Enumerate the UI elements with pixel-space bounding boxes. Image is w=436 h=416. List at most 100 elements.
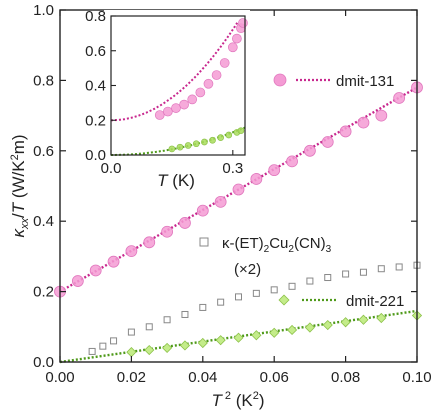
y-tick-label: 0.0 xyxy=(33,354,54,371)
data-point-dmit-131 xyxy=(196,204,209,217)
inset-fit-line-dmit-131 xyxy=(110,20,240,122)
data-point-dmit-221 xyxy=(162,342,173,354)
data-point-dmit-221 xyxy=(179,340,191,351)
data-point-kappa-et xyxy=(199,303,207,311)
data-point-dmit-131 xyxy=(339,125,352,138)
data-point-dmit-221 xyxy=(126,347,137,358)
data-point-dmit-131 xyxy=(214,195,227,208)
data-point-kappa-et xyxy=(88,347,96,355)
inset-data-point-dmit-131 xyxy=(154,110,165,120)
data-point-kappa-et xyxy=(324,274,332,282)
data-point-dmit-221 xyxy=(322,319,333,331)
data-point-kappa-et xyxy=(395,263,403,271)
inset-data-point-dmit-221 xyxy=(237,127,245,135)
data-point-dmit-221 xyxy=(304,322,315,333)
data-point-dmit-131 xyxy=(286,155,298,168)
data-point-kappa-et xyxy=(127,328,135,336)
y-tick-label: 0.6 xyxy=(33,143,54,160)
x-tick-label: 0.02 xyxy=(117,369,146,386)
data-point-dmit-221 xyxy=(144,344,155,356)
inset-data-point-dmit-221 xyxy=(217,134,224,141)
x-axis-label: T 2 (K2) xyxy=(211,390,264,410)
data-point-kappa-et xyxy=(252,289,260,297)
data-point-kappa-et xyxy=(377,265,385,273)
x-tick-label: 0.06 xyxy=(260,369,289,386)
inset-data-point-dmit-221 xyxy=(168,145,176,153)
legend-label-dmit-131: dmit-131 xyxy=(336,73,394,90)
inset-data-point-dmit-131 xyxy=(187,94,198,105)
data-point-dmit-221 xyxy=(340,317,351,328)
inset-data-point-dmit-131 xyxy=(227,42,238,53)
inset-data-point-dmit-131 xyxy=(179,99,189,110)
inset-data-point-dmit-131 xyxy=(238,18,248,28)
data-point-kappa-et xyxy=(181,310,189,318)
data-point-dmit-221 xyxy=(251,330,262,341)
legend-dmit-221: dmit-221 xyxy=(278,293,404,310)
legend-marker-dmit-221 xyxy=(278,294,290,306)
data-point-dmit-131 xyxy=(179,217,191,229)
data-point-dmit-131 xyxy=(232,183,245,196)
inset-x-axis-label: T (K) xyxy=(157,171,195,190)
inset-data-point-dmit-221 xyxy=(176,143,184,151)
data-point-kappa-et xyxy=(99,342,107,350)
y-tick-label: 0.4 xyxy=(33,213,54,230)
inset-data-point-dmit-221 xyxy=(201,138,208,146)
inset-background xyxy=(104,10,250,154)
data-point-kappa-et xyxy=(306,277,314,285)
data-point-kappa-et xyxy=(217,298,225,306)
inset-data-point-dmit-131 xyxy=(171,103,181,113)
x-tick-label: 0.08 xyxy=(331,369,360,386)
legend-kappa-et: κ-(ET)2Cu2(CN)3 (×2) xyxy=(199,235,332,278)
data-point-kappa-et xyxy=(110,337,118,345)
data-point-dmit-131 xyxy=(268,164,281,177)
data-point-dmit-131 xyxy=(393,92,406,104)
data-point-kappa-et xyxy=(163,316,171,324)
data-point-dmit-221 xyxy=(358,314,369,325)
data-point-dmit-221 xyxy=(269,327,280,338)
data-point-dmit-221 xyxy=(286,324,298,336)
data-point-dmit-221 xyxy=(233,332,244,343)
legend-marker-dmit-131 xyxy=(273,73,287,87)
inset-data-point-dmit-131 xyxy=(203,78,214,89)
data-point-dmit-221 xyxy=(215,335,226,346)
x-tick-label: 0.10 xyxy=(402,369,431,386)
y-axis-label: κxx/T (W/K2m) xyxy=(9,134,31,237)
x-tick-label: 0.04 xyxy=(188,369,217,386)
inset-data-point-dmit-221 xyxy=(184,142,192,149)
legend-label-dmit-221: dmit-221 xyxy=(346,293,404,310)
inset-data-point-dmit-221 xyxy=(209,136,216,144)
data-point-kappa-et xyxy=(342,270,350,278)
data-point-dmit-131 xyxy=(89,264,102,277)
inset-data-point-dmit-131 xyxy=(211,70,222,80)
legend-label-kappa-et: κ-(ET)2Cu2(CN)3 xyxy=(222,235,332,255)
data-point-kappa-et xyxy=(288,282,296,290)
legend-dmit-131: dmit-131 xyxy=(273,73,394,90)
data-point-dmit-221 xyxy=(197,337,208,349)
y-tick-label: 0.2 xyxy=(33,284,54,301)
y-tick-label: 0.8 xyxy=(33,72,54,89)
data-point-dmit-131 xyxy=(125,245,138,258)
inset-data-point-dmit-131 xyxy=(219,58,230,68)
inset-data-point-dmit-131 xyxy=(195,87,206,98)
legend-marker-kappa-et xyxy=(199,237,209,247)
data-point-dmit-131 xyxy=(250,173,263,185)
data-point-dmit-131 xyxy=(107,255,120,268)
data-point-kappa-et xyxy=(270,286,278,294)
inset-x-tick-label: 0.3 xyxy=(222,160,243,177)
inset-data-point-dmit-221 xyxy=(192,140,200,148)
inset-x-tick-label: 0.0 xyxy=(101,160,122,177)
inset-y-tick-label: 0.0 xyxy=(85,147,106,164)
inset-y-tick-label: 0.6 xyxy=(85,43,106,60)
data-point-dmit-131 xyxy=(303,144,316,157)
y-tick-label: 1.0 xyxy=(33,2,54,19)
legend-label-kappa-et-scale: (×2) xyxy=(234,261,261,278)
data-point-kappa-et xyxy=(359,268,367,276)
x-tick-label: 0.00 xyxy=(45,369,74,386)
inset-y-tick-label: 0.2 xyxy=(85,112,106,129)
data-point-dmit-131 xyxy=(143,236,156,249)
inset-data-point-dmit-131 xyxy=(232,33,242,44)
inset-y-tick-label: 0.8 xyxy=(85,8,106,25)
inset-data-point-dmit-221 xyxy=(225,131,233,139)
data-point-dmit-131 xyxy=(71,275,84,287)
